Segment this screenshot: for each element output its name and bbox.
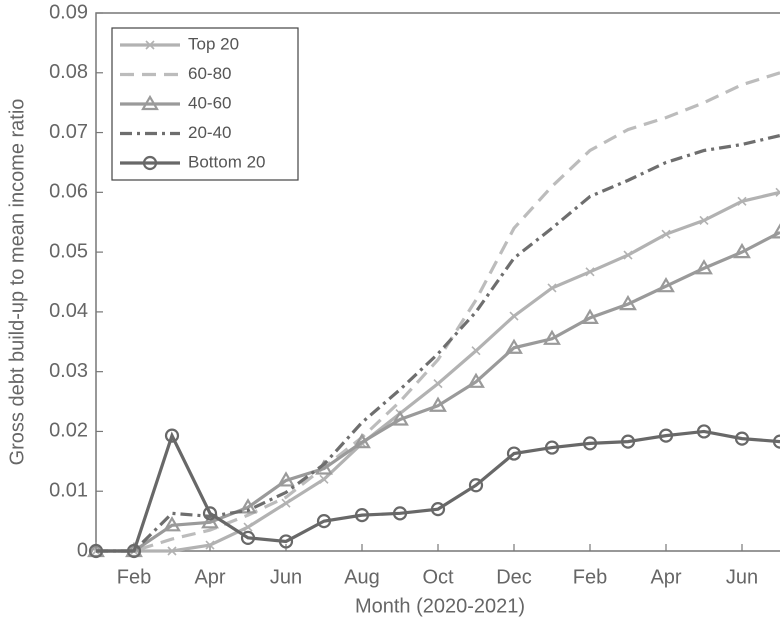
x-tick-label: Feb: [117, 566, 151, 588]
x-tick-label: Jun: [270, 566, 302, 588]
y-tick-label: 0.01: [49, 480, 88, 502]
data-point: [734, 431, 750, 446]
legend-label: Top 20: [188, 34, 239, 53]
data-point: [201, 513, 219, 529]
data-point: [775, 187, 780, 197]
data-point: [88, 543, 104, 559]
legend-label: 40-60: [188, 93, 231, 112]
legend-label: Bottom 20: [188, 152, 266, 171]
legend-label: 20-40: [188, 123, 231, 142]
data-point: [391, 410, 409, 426]
data-point: [544, 440, 560, 455]
legend-marker: [141, 94, 159, 111]
series-line: [96, 133, 780, 553]
data-point: [737, 196, 747, 206]
x-tick-label: Dec: [496, 566, 532, 588]
x-tick-label: Apr: [194, 566, 225, 588]
y-tick-label: 0.02: [49, 420, 88, 442]
data-point: [505, 338, 523, 354]
data-point: [471, 346, 481, 356]
legend-marker: [145, 40, 155, 50]
data-point: [429, 396, 447, 412]
data-point: [239, 498, 257, 514]
data-point: [164, 428, 180, 443]
data-point: [658, 428, 674, 443]
data-point: [281, 498, 291, 508]
data-point: [772, 434, 780, 449]
data-point: [277, 471, 295, 487]
data-point: [547, 283, 557, 293]
data-point: [695, 259, 713, 275]
data-point: [167, 546, 177, 556]
series-line: [96, 190, 780, 553]
x-axis-label: Month (2020-2021): [355, 595, 525, 617]
data-point: [468, 478, 484, 493]
data-point: [433, 379, 443, 389]
data-point: [585, 267, 595, 277]
data-point: [699, 215, 709, 225]
data-point: [506, 446, 522, 461]
legend-label: 60-80: [188, 64, 231, 83]
y-tick-label: 0: [77, 539, 88, 561]
data-point: [467, 372, 485, 388]
data-point: [582, 436, 598, 451]
y-tick-label: 0.08: [49, 61, 88, 83]
data-point: [733, 242, 751, 259]
data-point: [661, 229, 671, 239]
x-tick-label: Oct: [422, 566, 454, 588]
data-point: [205, 540, 215, 550]
y-tick-label: 0.06: [49, 181, 88, 203]
series-line: [96, 429, 780, 553]
data-point: [202, 506, 218, 521]
data-point: [581, 308, 599, 324]
data-point: [354, 508, 370, 523]
data-point: [509, 311, 519, 321]
data-point: [392, 506, 408, 521]
x-tick-label: Apr: [650, 566, 681, 588]
data-point: [278, 534, 294, 549]
data-point: [126, 543, 142, 559]
y-tick-label: 0.09: [49, 1, 88, 23]
data-point: [771, 223, 780, 239]
data-point: [543, 329, 561, 345]
data-point: [243, 522, 253, 532]
data-point: [163, 516, 181, 532]
y-axis-label: Gross debt build-up to mean income ratio: [6, 99, 28, 466]
data-point: [623, 250, 633, 260]
x-tick-label: Jun: [726, 566, 758, 588]
data-point: [353, 433, 371, 449]
series-line: [96, 230, 780, 553]
data-point: [316, 514, 332, 529]
legend: Top 20 60-80 40-60 20-40 Bottom 20: [111, 27, 299, 181]
data-point: [657, 277, 675, 293]
data-point: [619, 294, 637, 311]
legend-marker: [142, 155, 158, 171]
y-tick-label: 0.05: [49, 240, 88, 262]
x-tick-label: Aug: [344, 566, 380, 588]
y-tick-label: 0.07: [49, 121, 88, 143]
series-line: [96, 71, 780, 553]
data-point: [430, 502, 446, 517]
y-tick-label: 0.04: [49, 300, 88, 322]
data-point: [696, 424, 712, 439]
x-tick-label: Feb: [573, 566, 607, 588]
data-point: [319, 474, 329, 484]
data-point: [620, 434, 636, 449]
y-tick-label: 0.03: [49, 360, 88, 382]
data-point: [240, 530, 256, 545]
